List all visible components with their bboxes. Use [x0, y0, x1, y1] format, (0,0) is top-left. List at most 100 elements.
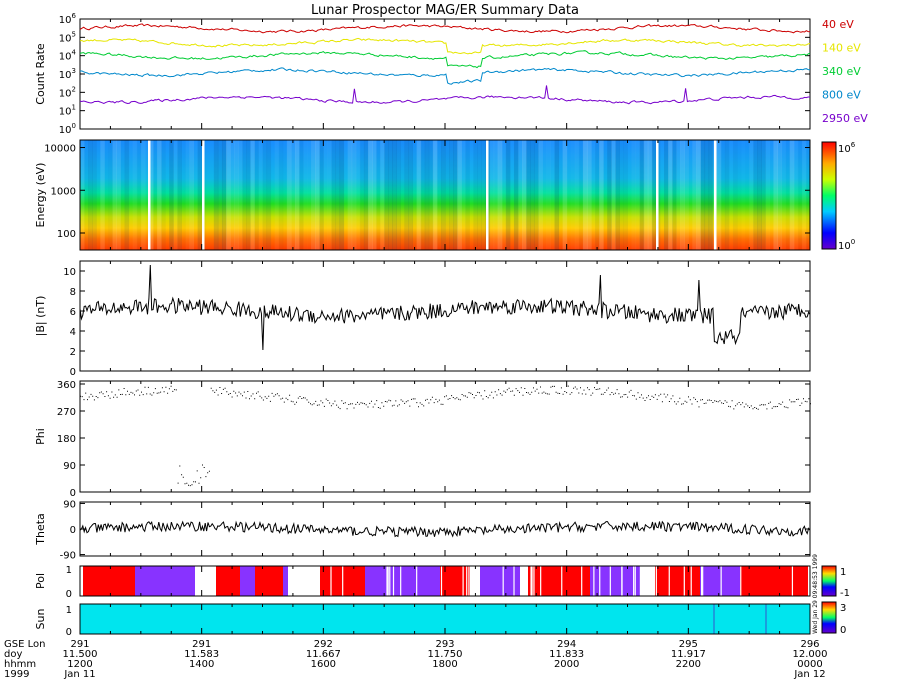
spectrogram-stripe [432, 140, 438, 250]
spectrogram-stripe [473, 140, 478, 250]
pol-gap [462, 566, 464, 596]
pol-gap [416, 566, 418, 596]
spectrogram-stripe [323, 140, 328, 250]
spectrogram-stripe [643, 140, 649, 250]
y-tick-label: 6 [70, 307, 76, 318]
x-tick-doy: 11.833 [549, 649, 584, 660]
y-tick-label: 0 [70, 367, 76, 378]
spectrogram-stripe [546, 140, 551, 250]
pol-segment [590, 566, 640, 596]
pol-segment [480, 566, 520, 596]
pol-segment [283, 566, 288, 596]
spectrogram-stripe [100, 140, 105, 250]
y-tick-label: 100 [57, 229, 76, 240]
pol-gap [386, 566, 388, 596]
pol-gap [791, 566, 794, 596]
y-tick-label: 10000 [44, 144, 76, 155]
spectrogram-stripe [230, 140, 235, 250]
pol-gap [526, 566, 528, 596]
bmag-line [79, 264, 811, 351]
spectrogram-stripe [217, 140, 223, 250]
spectrogram-stripe [534, 140, 539, 250]
spectrogram-stripe [384, 140, 389, 250]
spectrogram-stripe [185, 140, 190, 250]
spectrogram-stripe [140, 140, 146, 250]
spectrogram-stripe [355, 140, 361, 250]
pol-gap [533, 566, 535, 596]
spectrogram-stripe [116, 140, 122, 250]
spectrogram-stripe [157, 140, 162, 250]
spectrogram-stripe [392, 140, 397, 250]
colorbar-min-label: 0 [840, 625, 846, 636]
spectrogram-stripe [469, 140, 474, 250]
spectrogram-stripe [651, 140, 657, 250]
spectrogram-stripe [700, 140, 706, 250]
spectrogram-stripe [781, 140, 787, 250]
spectrogram-stripe [194, 140, 199, 250]
count-rate-line [79, 37, 811, 55]
spectrogram-stripe [615, 140, 620, 250]
spectrogram-stripe [672, 140, 677, 250]
pol-gap [502, 566, 504, 596]
y-tick-label: 180 [57, 434, 76, 445]
pol-gap [633, 566, 635, 596]
spectrogram-stripe [250, 140, 255, 250]
spectrogram-stripe [457, 140, 462, 250]
x-axis-row-label: doy [4, 649, 22, 660]
bmag-panel [79, 260, 811, 372]
pol-colorbar [821, 565, 837, 597]
spectrogram-stripe [234, 140, 239, 250]
spectrogram-stripe [372, 140, 377, 250]
y-tick-label: 2 [70, 347, 76, 358]
x-tick-lon: 295 [679, 639, 698, 650]
y-tick-label: 90 [63, 499, 76, 510]
spectrogram-stripe [477, 140, 482, 250]
spectrogram-stripe [436, 140, 442, 250]
spectrogram-stripe [108, 140, 113, 250]
spectrogram-stripe [554, 140, 560, 250]
y-tick-label: 90 [63, 461, 76, 472]
spectrogram-stripe [404, 140, 409, 250]
pol-gap [561, 566, 563, 596]
spectrogram-stripe [481, 140, 487, 250]
pol-gap [655, 566, 657, 596]
spectrogram-stripe [169, 140, 174, 250]
spectrogram-stripe [505, 140, 511, 250]
pol-gap [740, 566, 742, 596]
spectrogram-stripe [801, 140, 807, 250]
x-tick-doy: 11.917 [671, 649, 706, 660]
spectrogram-stripe [631, 140, 637, 250]
spectrogram-stripe [327, 140, 332, 250]
spectrogram-stripe [331, 140, 336, 250]
pol-gap [647, 566, 649, 596]
y-tick-label: 101 [59, 104, 76, 118]
spectrogram-stripe [753, 140, 758, 250]
colorbar-max-label: 1 [840, 567, 846, 578]
y-tick-label: 4 [70, 327, 76, 338]
spectrogram-stripe [619, 140, 624, 250]
pol-gap [581, 566, 583, 596]
count-rate-line [79, 85, 810, 105]
pol-gap [513, 566, 515, 596]
spectrogram-stripe [132, 140, 138, 250]
pol-gap [621, 566, 623, 596]
spectrogram-stripe [720, 140, 726, 250]
spectrogram-stripe [124, 140, 130, 250]
spectrogram-stripe [189, 140, 195, 250]
spectrogram-stripe [745, 140, 750, 250]
spectrogram-stripe [266, 140, 272, 250]
x-tick-date: Jan 11 [63, 669, 95, 680]
theta-line [79, 520, 811, 538]
bmag-ylabel: |B| (nT) [34, 296, 47, 337]
x-tick-date: Jan 12 [793, 669, 825, 680]
spectrogram-stripe [773, 140, 779, 250]
spectrogram-stripe [416, 140, 422, 250]
spectrogram-stripe [761, 140, 766, 250]
legend-label: 2950 eV [822, 112, 868, 125]
spectrogram-stripe [628, 140, 633, 250]
y-tick-label: 0 [70, 525, 76, 536]
spectrogram-stripe [465, 140, 470, 250]
spectrogram-stripe [526, 140, 531, 250]
spectrogram-stripe [226, 140, 231, 250]
spectrogram-stripe [530, 140, 535, 250]
